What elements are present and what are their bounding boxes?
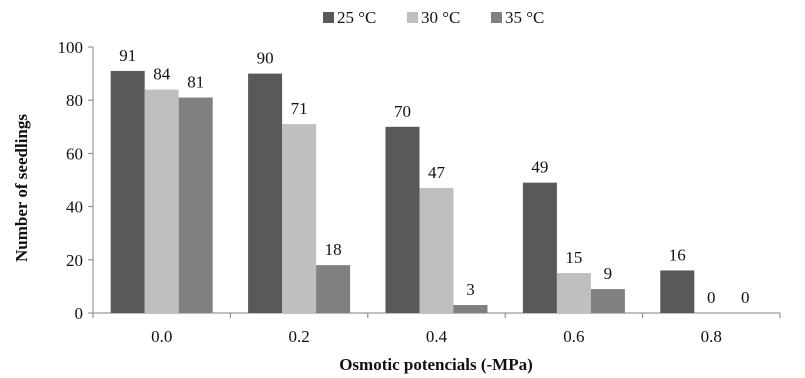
bar — [556, 273, 591, 313]
legend-label: 30 °C — [421, 8, 460, 27]
data-labels: 91 84 81 90 71 18 70 47 3 49 15 9 16 0 0 — [119, 46, 749, 307]
data-label: 15 — [565, 248, 582, 267]
bar — [522, 182, 557, 313]
data-label: 81 — [187, 73, 204, 92]
legend: 25 °C 30 °C 35 °C — [323, 8, 544, 27]
legend-swatch — [491, 12, 502, 23]
bar — [316, 265, 351, 313]
legend-label: 25 °C — [337, 8, 376, 27]
x-tick-label: 0.2 — [288, 327, 309, 346]
x-axis-title: Osmotic potencials (-MPa) — [339, 355, 533, 374]
x-tick-label: 0.8 — [701, 327, 722, 346]
legend-swatch — [323, 12, 334, 23]
legend-swatch — [407, 12, 418, 23]
data-label: 84 — [153, 65, 171, 84]
y-tick-label: 100 — [58, 38, 84, 57]
data-label: 47 — [428, 163, 446, 182]
y-tick-label: 60 — [66, 144, 83, 163]
data-label: 71 — [291, 99, 308, 118]
bar — [590, 289, 625, 313]
legend-label: 35 °C — [505, 8, 544, 27]
bar — [248, 73, 283, 313]
y-tick-label: 0 — [75, 304, 84, 323]
data-label: 18 — [325, 240, 342, 259]
bar — [282, 124, 317, 313]
y-tick-label: 80 — [66, 91, 83, 110]
bar — [385, 126, 420, 313]
x-tick-label: 0.0 — [151, 327, 172, 346]
data-label: 91 — [119, 46, 136, 65]
bar — [178, 97, 213, 313]
bar — [660, 270, 695, 313]
bar — [110, 70, 145, 313]
data-label: 70 — [394, 102, 411, 121]
y-axis-title: Number of seedlings — [12, 114, 31, 262]
x-tick-label: 0.4 — [426, 327, 448, 346]
data-label: 90 — [257, 49, 274, 68]
data-label: 0 — [707, 288, 716, 307]
x-axis: 0.0 0.2 0.4 0.6 0.8 — [92, 312, 781, 346]
bar — [453, 305, 488, 313]
data-label: 0 — [741, 288, 750, 307]
bar — [144, 89, 179, 313]
data-label: 3 — [466, 280, 475, 299]
y-tick-label: 20 — [66, 251, 83, 270]
data-label: 9 — [604, 264, 613, 283]
bars — [110, 70, 695, 313]
x-tick-label: 0.6 — [563, 327, 584, 346]
data-label: 49 — [531, 158, 548, 177]
data-label: 16 — [669, 245, 686, 264]
y-tick-label: 40 — [66, 198, 83, 217]
y-axis: 0 20 40 60 80 100 — [58, 38, 94, 323]
bar — [419, 187, 454, 313]
